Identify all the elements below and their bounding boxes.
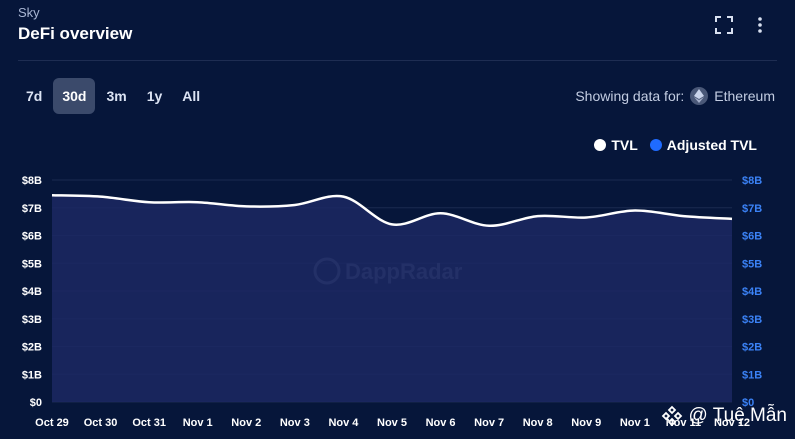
x-tick-label: Oct 29 [35,417,69,429]
y-tick-label: $3B [22,314,42,326]
x-tick-label: Nov 9 [571,417,601,429]
binance-icon [661,405,682,427]
y-tick-label-right: $0 [742,397,754,409]
y-tick-label-right: $4B [742,286,762,298]
legend-label-tvl: TVL [611,137,638,153]
x-tick-label: Nov 2 [231,417,261,429]
credit-text: @ Tuệ Mẫn [688,405,788,426]
x-tick-label: Nov 1 [620,417,650,429]
x-tick-label: Nov 5 [377,417,407,429]
x-tick-label: Oct 31 [132,417,166,429]
legend-label-adjusted-tvl: Adjusted TVL [666,137,757,153]
header-divider [18,60,777,61]
tvl-area [52,195,732,402]
y-tick-label: $0 [30,397,42,409]
x-tick-label: Nov 7 [474,417,504,429]
y-tick-label: $6B [22,231,42,243]
ethereum-icon [690,87,709,105]
tab-30d[interactable]: 30d [53,78,96,114]
page-title: DeFi overview [18,24,133,43]
x-tick-label: Nov 11 [666,417,701,429]
y-tick-label-right: $1B [742,369,762,381]
x-tick-label: Nov 6 [426,417,456,429]
tvl-legend-dot [594,139,607,151]
y-tick-label: $1B [22,369,42,381]
watermark-credit: @ Tuệ Mẫn [661,405,788,427]
y-tick-label-right: $3B [742,314,762,326]
y-tick-label-right: $7B [742,203,762,215]
tab-all[interactable]: All [182,88,201,104]
x-tick-label: Nov 12 [714,417,750,429]
y-tick-label: $5B [22,258,42,270]
y-tick-label-right: $8B [742,175,762,187]
tvl-line [51,194,733,228]
fullscreen-icon[interactable] [715,16,733,34]
more-options-icon[interactable] [751,16,769,34]
network-value: Ethereum [714,88,775,104]
x-tick-label: Nov 3 [280,417,310,429]
legend-item-tvl[interactable]: TVL [594,137,638,153]
x-tick-label: Nov 4 [328,417,359,429]
adjusted-tvl-legend-dot [649,139,662,151]
y-tick-label: $2B [22,342,42,354]
y-tick-label: $8B [22,175,42,187]
x-tick-label: Oct 30 [84,417,118,429]
tab-7d[interactable]: 7d [26,88,43,104]
x-tick-label: Nov 1 [183,417,213,429]
y-tick-label-right: $2B [742,342,762,354]
network-selector[interactable]: Showing data for: Ethereum [575,87,775,105]
legend-item-adjusted-tvl[interactable]: Adjusted TVL [649,137,757,153]
chart-legend: TVL Adjusted TVL [594,137,757,153]
y-tick-label: $4B [22,286,42,298]
dapp-name: Sky [18,5,40,20]
header: Sky DeFi overview [18,5,132,44]
y-tick-label-right: $5B [742,258,762,270]
y-tick-label-right: $6B [742,231,762,243]
y-tick-label: $7B [22,203,42,215]
network-label: Showing data for: [575,88,685,104]
header-actions [715,16,769,34]
x-tick-label: Nov 8 [523,417,553,429]
tab-3m[interactable]: 3m [106,88,127,104]
tab-1y[interactable]: 1y [146,88,163,104]
time-range-tabs: 7d 30d 3m 1y All [17,78,209,114]
